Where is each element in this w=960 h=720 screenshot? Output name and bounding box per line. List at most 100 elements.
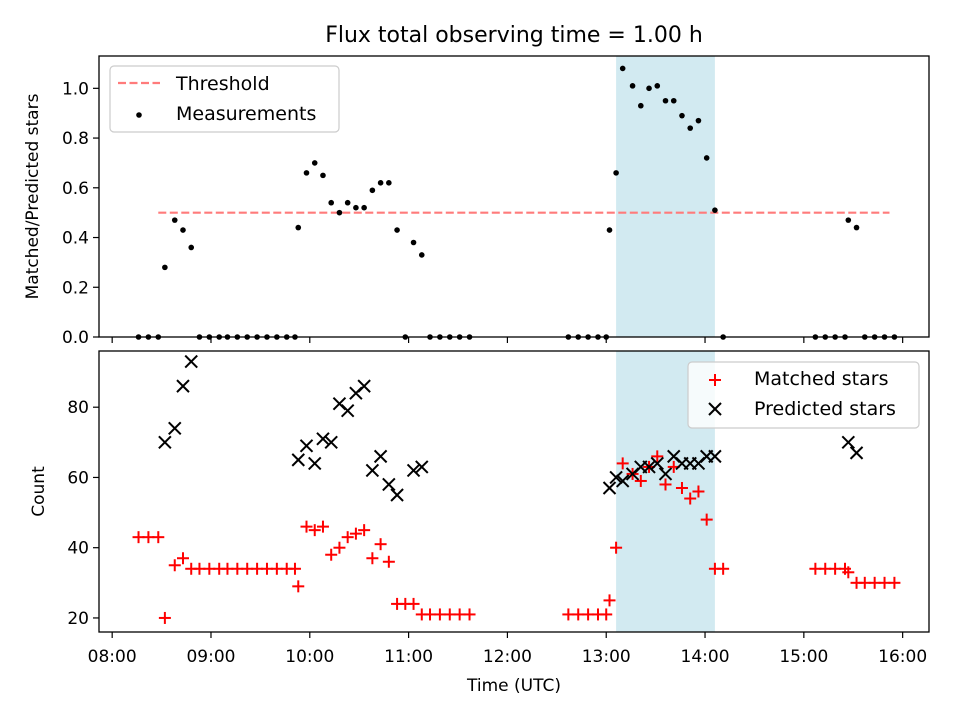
matched-star-point [634,474,647,487]
matched-star-point [684,492,697,505]
measurement-point [646,85,652,92]
predicted-star-point [415,460,429,474]
top-y-axis-label: Matched/Predicted stars [23,93,43,299]
bottom-y-tick-label: 40 [67,539,89,559]
measurement-point [619,65,626,72]
measurement-point [638,102,644,109]
matched-star-point [659,478,672,491]
top-x-ticks [111,337,904,343]
measurement-point [377,180,384,186]
predicted-star-point [373,449,388,464]
measurement-point [613,170,619,176]
bottom-y-tick-label: 80 [67,398,89,418]
predicted-star-point [658,467,673,481]
predicted-star-point [291,453,305,467]
predicted-star-point [158,435,172,450]
bottom-legend-box [687,361,920,429]
top-y-tick-label: 0.2 [62,278,89,298]
predicted-star-point [168,421,182,435]
matched-star-point [316,520,329,533]
matched-star-point [292,580,305,593]
matched-star-point [358,524,371,537]
measurement-point [703,155,710,161]
matched-star-point [407,597,420,610]
measurement-point [320,172,326,179]
measurement-point [629,83,636,89]
measurement-point [394,227,400,233]
predicted-star-point [357,379,371,393]
legend-measurements-swatch [136,112,142,118]
bottom-y-ticks: 20 40 60 80 [67,398,99,629]
top-legend: Threshold Measurements [109,65,340,133]
matched-star-point [168,559,181,572]
bottom-y-tick-label: 20 [67,609,89,629]
top-legend-box [109,65,340,133]
measurement-point [361,204,367,211]
predicted-star-point [184,354,198,369]
predicted-star-point [365,463,380,478]
predicted-stars-points [158,354,864,502]
matched-star-point [300,520,313,533]
x-tick-label: 16:00 [878,647,927,667]
top-axes-frame [98,55,930,338]
matched-star-point [717,562,730,575]
matched-star-point [349,527,362,540]
measurement-point [670,97,677,104]
bottom-x-ticks: 08:00 09:00 10:00 11:00 12:00 13:00 14:00 15:00… [88,632,927,667]
matched-star-point [610,541,623,554]
predicted-star-point [406,463,421,478]
matched-star-point [600,608,613,621]
measurement-point [654,83,661,89]
bottom-panel: 20 40 60 80 08:00 09:00 10:00 11:00 12:00 13:00 1… [29,350,930,696]
matched-star-point [675,481,688,494]
matched-star-point [333,541,346,554]
measurement-point [369,187,376,194]
legend-predicted-swatch [708,402,722,416]
matched-star-point [341,531,354,544]
matched-stars-points [132,450,901,624]
measurement-point [662,97,669,104]
measurement-point [353,204,359,211]
measurement-point [687,125,694,131]
measurement-point [679,112,685,119]
predicted-star-point [708,449,722,464]
chart-title: Flux total observing time = 1.00 h [325,23,703,48]
bottom-axes-frame [98,350,930,633]
measurement-point [386,180,392,186]
matched-star-point [888,576,901,589]
top-panel: 0.0 0.2 0.4 0.6 0.8 1.0 Matched/Predicted sta… [23,55,930,348]
x-axis-label: Time (UTC) [466,676,561,696]
bottom-y-tick-label: 60 [67,468,89,488]
predicted-star-point [316,432,330,446]
matched-star-point [288,562,301,575]
measurement-point [295,224,302,231]
measurement-point [303,170,310,176]
matched-star-point [842,566,855,579]
matched-star-point [692,485,705,498]
predicted-star-point [176,379,190,393]
x-tick-label: 15:00 [779,647,828,667]
predicted-star-point [308,456,322,471]
matched-star-point [176,552,189,565]
measurement-point [171,217,178,223]
measurement-point [328,199,335,206]
matched-star-point [463,608,476,621]
measurement-point [418,252,425,258]
bottom-legend: Matched stars Predicted stars [687,361,920,429]
x-tick-label: 08:00 [88,647,137,667]
measurement-point [188,244,195,251]
measurement-point [853,224,860,231]
top-y-tick-label: 0.6 [62,179,89,199]
measurement-point [180,227,186,233]
measurement-point [336,209,343,216]
legend-predicted-label: Predicted stars [754,398,896,420]
x-tick-label: 10:00 [285,647,334,667]
x-tick-label: 11:00 [384,647,433,667]
predicted-star-point [642,460,656,474]
top-y-tick-label: 1.0 [62,79,89,99]
predicted-star-point [609,470,623,485]
measurement-point [606,227,613,233]
measurement-point [695,117,702,124]
bottom-y-axis-label: Count [29,466,49,517]
